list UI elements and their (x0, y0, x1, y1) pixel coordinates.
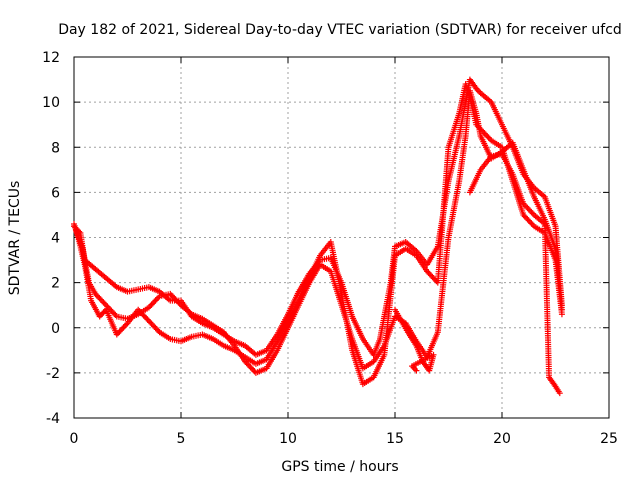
axis-ticks: 0 5 10 15 20 25 -4 -2 0 2 4 6 8 10 12 (42, 50, 618, 447)
series-trace-3 (71, 81, 565, 388)
grid-lines (74, 57, 609, 418)
x-axis-title: GPS time / hours (281, 459, 398, 475)
x-tick-label: 5 (177, 431, 186, 447)
y-axis-title: SDTVAR / TECUs (7, 181, 23, 296)
data-point (413, 367, 420, 374)
series-trace-2 (73, 87, 565, 376)
series-trace-5 (392, 306, 437, 374)
y-tick-label: 12 (42, 50, 60, 66)
data-point (556, 390, 563, 397)
x-tick-label: 15 (386, 431, 404, 447)
x-tick-label: 0 (70, 431, 79, 447)
y-tick-label: 0 (51, 321, 60, 337)
x-tick-label: 20 (493, 431, 511, 447)
y-tick-label: 8 (51, 140, 60, 156)
y-tick-label: 6 (51, 185, 60, 201)
series-trace-4 (466, 151, 563, 397)
y-tick-label: -4 (46, 411, 60, 427)
y-tick-label: 10 (42, 95, 60, 111)
y-tick-label: -2 (46, 366, 60, 382)
data-point (558, 311, 565, 318)
x-tick-label: 25 (600, 431, 618, 447)
y-tick-label: 2 (51, 276, 60, 292)
data-points (71, 76, 565, 397)
chart-title: Day 182 of 2021, Sidereal Day-to-day VTE… (58, 22, 622, 38)
y-tick-label: 4 (51, 231, 60, 247)
x-tick-label: 10 (279, 431, 297, 447)
